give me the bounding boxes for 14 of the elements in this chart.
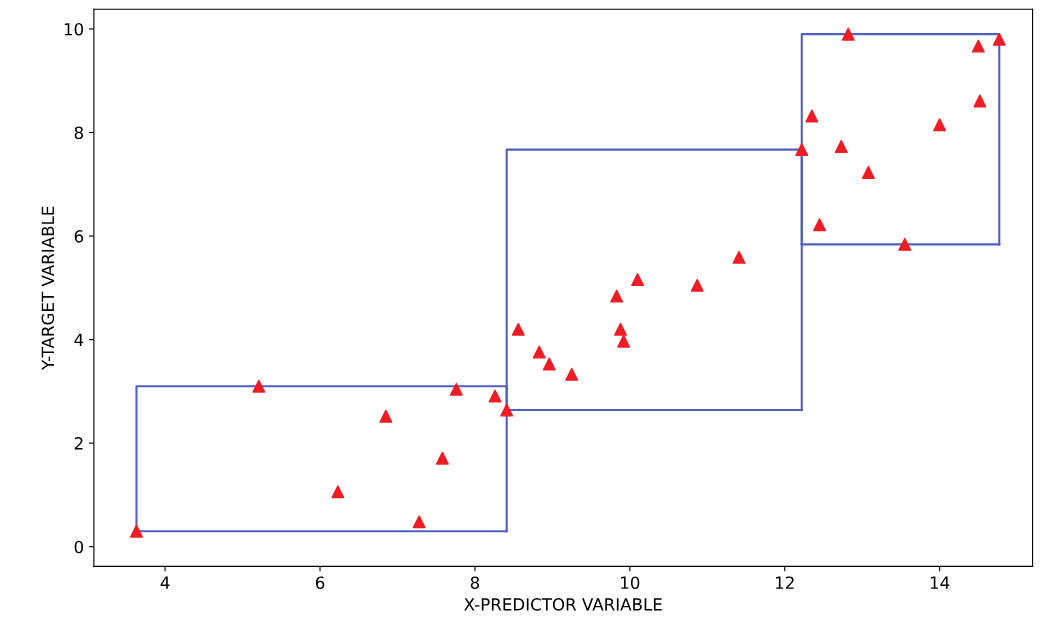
y-tick-label: 10 <box>64 22 84 36</box>
x-tick-label: 8 <box>470 576 480 590</box>
y-tick-label: 8 <box>74 126 84 140</box>
y-axis-title: Y-TARGET VARIABLE <box>41 206 55 371</box>
y-tick-label: 2 <box>74 437 83 450</box>
y-tick-label: 0 <box>74 540 84 554</box>
x-tick-label: 10 <box>621 576 640 590</box>
y-tick-label: 4 <box>74 333 84 346</box>
x-axis-title: X-PREDICTOR VARIABLE <box>464 598 662 611</box>
x-tick-label: 14 <box>930 576 950 589</box>
y-tick-label: 6 <box>74 230 84 243</box>
x-tick-label: 12 <box>775 576 794 589</box>
x-tick-label: 4 <box>160 576 170 589</box>
x-tick-label: 6 <box>315 576 325 590</box>
